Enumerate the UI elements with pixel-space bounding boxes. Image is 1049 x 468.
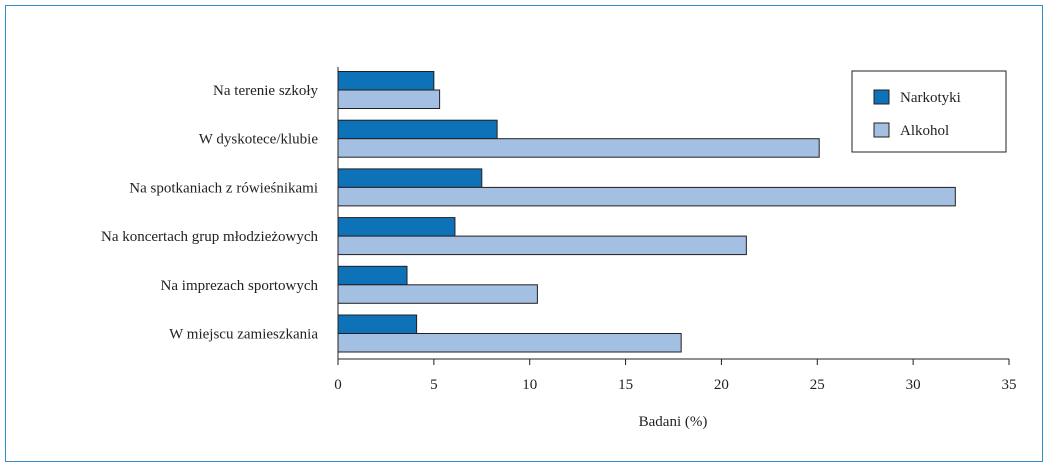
category-label: Na imprezach sportowych [161, 278, 319, 294]
bar-narkotyki-3 [337, 217, 456, 237]
x-tick-label: 5 [430, 377, 438, 393]
legend-label-narkotyki: Narkotyki [900, 90, 961, 106]
legend-swatch-narkotyki [873, 89, 890, 105]
x-tick-label: 15 [618, 377, 633, 393]
x-tick-label: 25 [810, 377, 825, 393]
legend-swatch-alkohol [873, 122, 890, 138]
x-tick-label: 20 [714, 377, 729, 393]
legend-box [851, 70, 1007, 153]
x-tick-label: 35 [1002, 377, 1017, 393]
bar-alkohol-0 [337, 89, 441, 109]
bar-alkohol-3 [337, 235, 747, 256]
category-label: Na terenie szkoły [213, 83, 318, 99]
bar-alkohol-5 [337, 333, 682, 353]
category-label: Na spotkaniach z rówieśnikami [129, 180, 318, 196]
legend-label-alkohol: Alkohol [900, 123, 949, 139]
axes [337, 67, 1009, 360]
bar-alkohol-1 [337, 138, 820, 158]
bar-narkotyki-1 [337, 119, 498, 140]
category-label: Na koncertach grup młodzieżowych [101, 229, 318, 245]
bar-alkohol-2 [337, 186, 956, 207]
bar-narkotyki-4 [337, 265, 408, 286]
category-label: W miejscu zamieszkania [169, 327, 318, 343]
x-tick-label: 10 [522, 377, 537, 393]
category-labels: Na terenie szkoły W dyskotece/klubie Na sp… [101, 83, 318, 343]
x-ticks: 0 5 10 15 20 25 30 35 [334, 359, 1017, 393]
x-tick-label: 0 [334, 377, 342, 393]
x-axis-label: Badani (%) [639, 414, 708, 430]
bar-alkohol-4 [337, 284, 538, 304]
category-label: W dyskotece/klubie [199, 132, 319, 148]
bar-narkotyki-0 [337, 71, 435, 91]
bar-narkotyki-2 [337, 168, 483, 188]
x-tick-label: 30 [906, 377, 921, 393]
bars-group [337, 71, 956, 353]
legend: Narkotyki Alkohol [851, 70, 1007, 153]
bar-narkotyki-5 [337, 314, 418, 334]
